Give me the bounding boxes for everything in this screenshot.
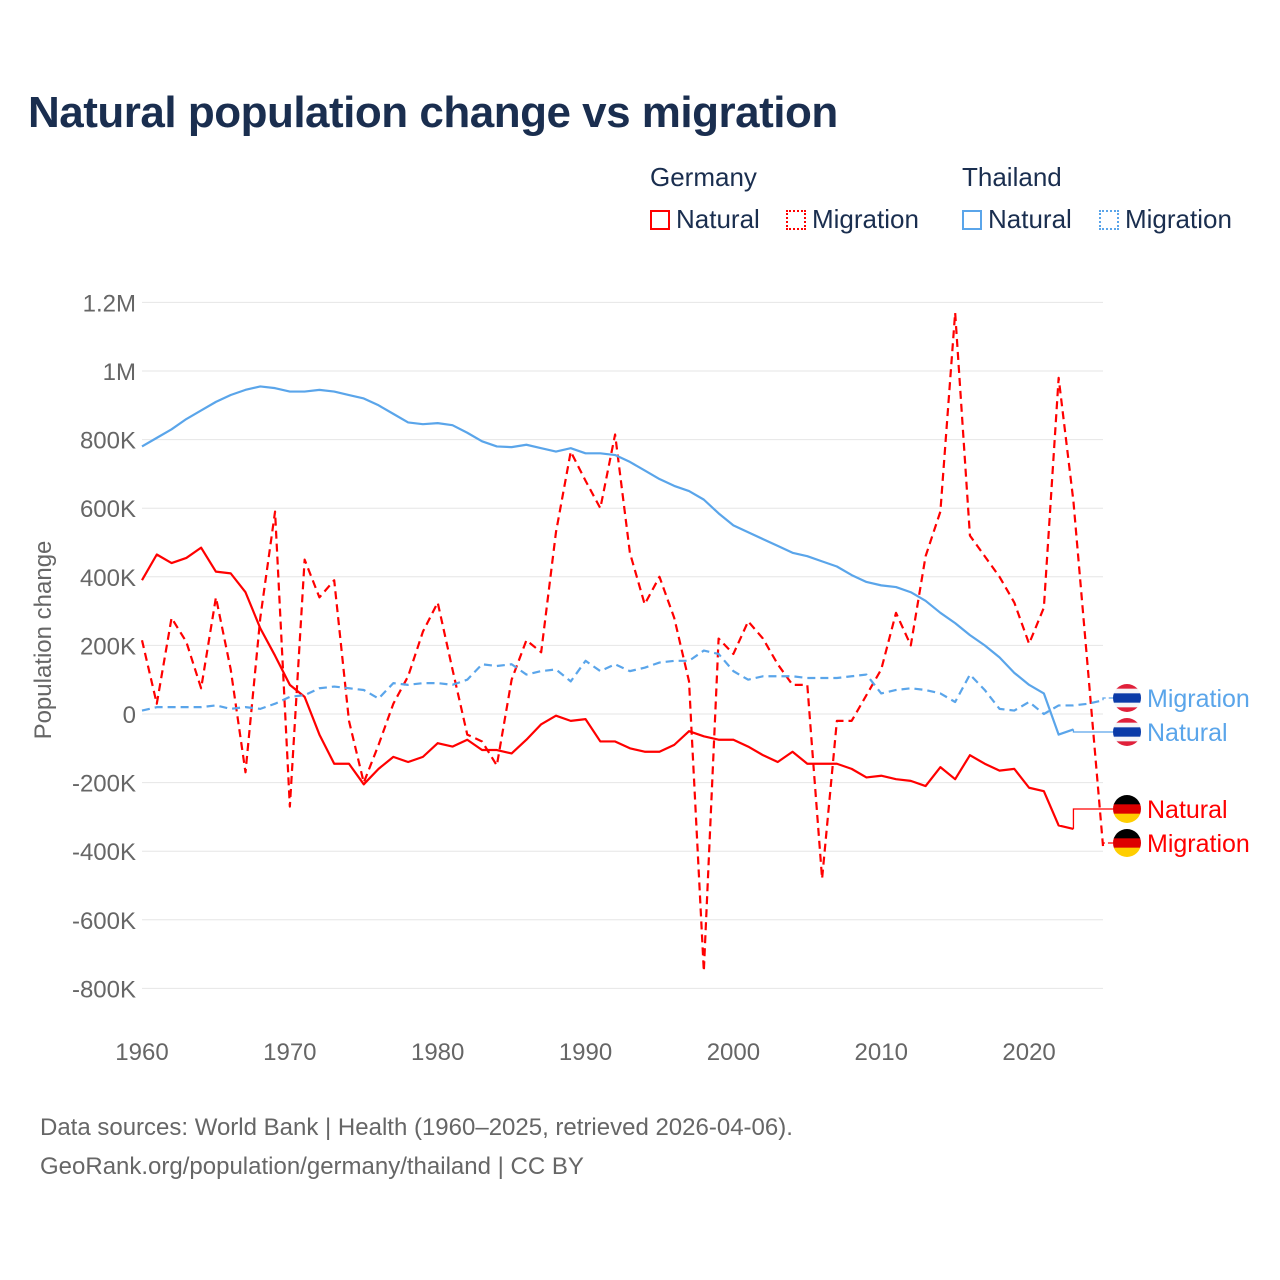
label-leader-line bbox=[1072, 808, 1113, 829]
data-source-text: Data sources: World Bank | Health (1960–… bbox=[40, 1114, 793, 1141]
chart-title: Natural population change vs migration bbox=[28, 88, 838, 137]
x-tick-label: 2010 bbox=[855, 1039, 908, 1066]
footer: Data sources: World Bank | Health (1960–… bbox=[40, 1108, 793, 1186]
label-leader-line bbox=[1072, 729, 1113, 733]
y-tick-label: -800K bbox=[72, 976, 136, 1003]
series-line-thailand-migration bbox=[141, 649, 1104, 716]
series-line-germany-natural bbox=[141, 546, 1074, 830]
series-end-label: Migration bbox=[1147, 830, 1250, 858]
flag-stripe bbox=[1113, 693, 1141, 704]
flag-stripe bbox=[1113, 702, 1141, 708]
x-tick-label: 2000 bbox=[707, 1039, 760, 1066]
y-tick-label: 200K bbox=[80, 633, 136, 660]
flag-stripe bbox=[1113, 727, 1141, 738]
legend-label: Natural bbox=[988, 204, 1072, 234]
flag-stripe bbox=[1113, 847, 1141, 857]
y-tick-label: 1M bbox=[103, 359, 136, 386]
legend-germany-natural[interactable]: Natural bbox=[650, 204, 760, 235]
flag-stripe bbox=[1113, 684, 1141, 690]
solid-swatch-icon bbox=[650, 209, 670, 230]
dotted-swatch-icon bbox=[786, 209, 806, 230]
flag-stripe bbox=[1113, 736, 1141, 742]
label-leader-line bbox=[1102, 842, 1113, 847]
legend-label: Natural bbox=[676, 204, 760, 234]
solid-swatch-icon bbox=[962, 209, 982, 230]
legend-group-thailand: Thailand bbox=[962, 162, 1062, 192]
y-tick-label: 800K bbox=[80, 428, 136, 455]
flag-stripes bbox=[1113, 829, 1141, 857]
legend-group-germany: Germany bbox=[650, 162, 757, 192]
flag-stripe bbox=[1113, 829, 1141, 839]
flag-stripe bbox=[1113, 838, 1141, 849]
legend-label: Migration bbox=[812, 204, 919, 234]
flag-stripe bbox=[1113, 795, 1141, 805]
series-end-label: Natural bbox=[1147, 796, 1228, 824]
y-tick-label: -400K bbox=[72, 839, 136, 866]
flag-stripe bbox=[1113, 707, 1141, 712]
x-tick-label: 1960 bbox=[115, 1039, 168, 1066]
y-tick-label: -200K bbox=[72, 771, 136, 798]
flag-stripe bbox=[1113, 813, 1141, 823]
dotted-swatch-icon bbox=[1099, 209, 1119, 230]
flag-stripe bbox=[1113, 722, 1141, 728]
legend-thailand-natural[interactable]: Natural bbox=[962, 204, 1072, 235]
x-tick-label: 1970 bbox=[263, 1039, 316, 1066]
x-tick-label: 1990 bbox=[559, 1039, 612, 1066]
attribution-text: GeoRank.org/population/germany/thailand … bbox=[40, 1153, 584, 1180]
y-tick-label: 600K bbox=[80, 496, 136, 523]
series-line-germany-migration bbox=[140, 311, 1105, 973]
flag-stripe bbox=[1113, 741, 1141, 746]
series-end-label: Natural bbox=[1147, 719, 1228, 747]
germany-flag-icon bbox=[1113, 829, 1141, 857]
thailand-flag-icon bbox=[1113, 718, 1141, 746]
flag-stripe bbox=[1113, 804, 1141, 815]
x-tick-label: 1980 bbox=[411, 1039, 464, 1066]
x-tick-label: 2020 bbox=[1002, 1039, 1055, 1066]
legend-thailand-migration[interactable]: Migration bbox=[1099, 204, 1232, 235]
germany-flag-icon bbox=[1113, 795, 1141, 823]
flag-stripes bbox=[1113, 718, 1141, 746]
y-tick-label: 1.2M bbox=[83, 290, 136, 317]
flag-stripe bbox=[1113, 718, 1141, 724]
series-end-label: Migration bbox=[1147, 685, 1250, 713]
flag-stripes bbox=[1113, 795, 1141, 823]
label-leader-line bbox=[1102, 697, 1113, 701]
y-tick-label: 400K bbox=[80, 565, 136, 592]
y-axis-label: Population change bbox=[30, 541, 57, 740]
y-tick-label: -600K bbox=[72, 908, 136, 935]
flag-stripe bbox=[1113, 688, 1141, 694]
legend-label: Migration bbox=[1125, 204, 1232, 234]
y-tick-label: 0 bbox=[123, 702, 136, 729]
legend-germany-migration[interactable]: Migration bbox=[786, 204, 919, 235]
flag-stripes bbox=[1113, 684, 1141, 712]
thailand-flag-icon bbox=[1113, 684, 1141, 712]
series-line-thailand-natural bbox=[141, 385, 1074, 736]
